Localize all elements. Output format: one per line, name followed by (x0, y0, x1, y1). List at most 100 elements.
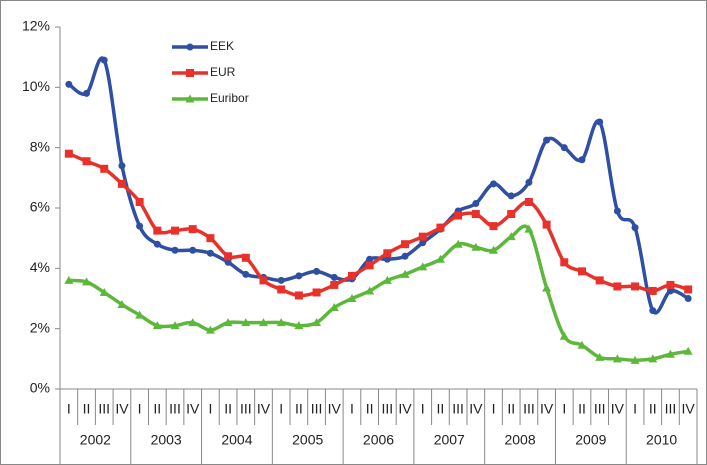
y-tick-label: 2% (30, 319, 50, 335)
marker (649, 307, 657, 315)
group-label: 2004 (221, 432, 252, 448)
x-tick-label: I (633, 401, 637, 417)
marker (83, 89, 91, 97)
marker (666, 280, 675, 289)
x-tick-label: IV (398, 401, 412, 417)
marker (153, 226, 162, 235)
x-tick-label: III (240, 401, 252, 417)
marker (418, 232, 427, 241)
legend-label: EEK (210, 39, 234, 53)
marker (507, 192, 515, 200)
x-tick-label: I (562, 401, 566, 417)
marker (631, 224, 639, 232)
marker (294, 321, 304, 330)
x-tick-label: I (350, 401, 354, 417)
group-label: 2005 (292, 432, 323, 448)
marker (185, 94, 195, 103)
marker (82, 277, 92, 286)
x-tick-label: I (208, 401, 212, 417)
x-tick-label: III (98, 401, 110, 417)
marker (100, 164, 109, 173)
marker (205, 325, 215, 334)
x-tick-label: II (437, 401, 445, 417)
legend-label: Euribor (210, 91, 249, 105)
x-tick-label: IV (469, 401, 483, 417)
marker (329, 303, 339, 312)
marker (612, 354, 622, 363)
marker (295, 272, 303, 280)
x-tick-label: III (311, 401, 323, 417)
marker (595, 276, 604, 285)
x-tick-label: I (492, 401, 496, 417)
marker (507, 210, 516, 219)
x-tick-label: IV (186, 401, 200, 417)
marker (666, 287, 674, 295)
marker (542, 220, 551, 229)
marker (506, 232, 516, 241)
marker (171, 246, 179, 254)
y-tick-label: 6% (30, 199, 50, 215)
marker (471, 242, 481, 251)
y-tick-label: 12% (22, 18, 50, 34)
group-label: 2010 (646, 432, 677, 448)
marker (560, 258, 569, 267)
x-tick-label: I (67, 401, 71, 417)
marker (170, 321, 180, 330)
marker (454, 211, 463, 220)
x-tick-label: IV (611, 401, 625, 417)
y-tick-label: 4% (30, 259, 50, 275)
marker (258, 318, 268, 327)
marker (400, 269, 410, 278)
marker (419, 239, 427, 247)
marker (100, 56, 108, 64)
marker (330, 280, 339, 289)
marker (188, 318, 198, 327)
marker (684, 295, 692, 302)
x-tick-label: III (523, 401, 535, 417)
x-tick-label: IV (540, 401, 554, 417)
group-label: 2003 (151, 432, 182, 448)
marker (186, 43, 194, 51)
x-tick-label: I (421, 401, 425, 417)
x-tick-label: IV (682, 401, 696, 417)
legend-label: EUR (210, 65, 236, 79)
marker (171, 226, 180, 235)
marker (365, 286, 375, 295)
x-tick-label: III (594, 401, 606, 417)
marker (665, 349, 675, 358)
x-tick-label: II (153, 401, 161, 417)
group-label: 2007 (434, 432, 465, 448)
marker (490, 180, 498, 188)
marker (560, 144, 568, 152)
marker (471, 210, 480, 219)
marker (401, 252, 409, 260)
marker (382, 275, 392, 284)
marker (241, 318, 251, 327)
marker (152, 321, 162, 330)
x-tick-label: IV (115, 401, 129, 417)
marker (277, 276, 285, 284)
marker (82, 157, 91, 166)
marker (542, 283, 552, 292)
marker (118, 162, 126, 170)
marker (578, 156, 586, 164)
marker (64, 275, 74, 284)
marker (188, 225, 197, 234)
marker (117, 179, 126, 188)
marker (117, 300, 127, 309)
marker (242, 270, 250, 278)
marker (543, 136, 551, 144)
marker (330, 273, 338, 281)
marker (525, 178, 533, 186)
x-tick-label: III (665, 401, 677, 417)
marker (224, 252, 233, 261)
marker (223, 318, 233, 327)
marker (136, 222, 144, 230)
marker (435, 254, 445, 263)
marker (648, 286, 657, 295)
y-tick-label: 0% (30, 380, 50, 396)
marker (135, 197, 144, 206)
marker (383, 255, 391, 263)
x-tick-label: II (366, 401, 374, 417)
